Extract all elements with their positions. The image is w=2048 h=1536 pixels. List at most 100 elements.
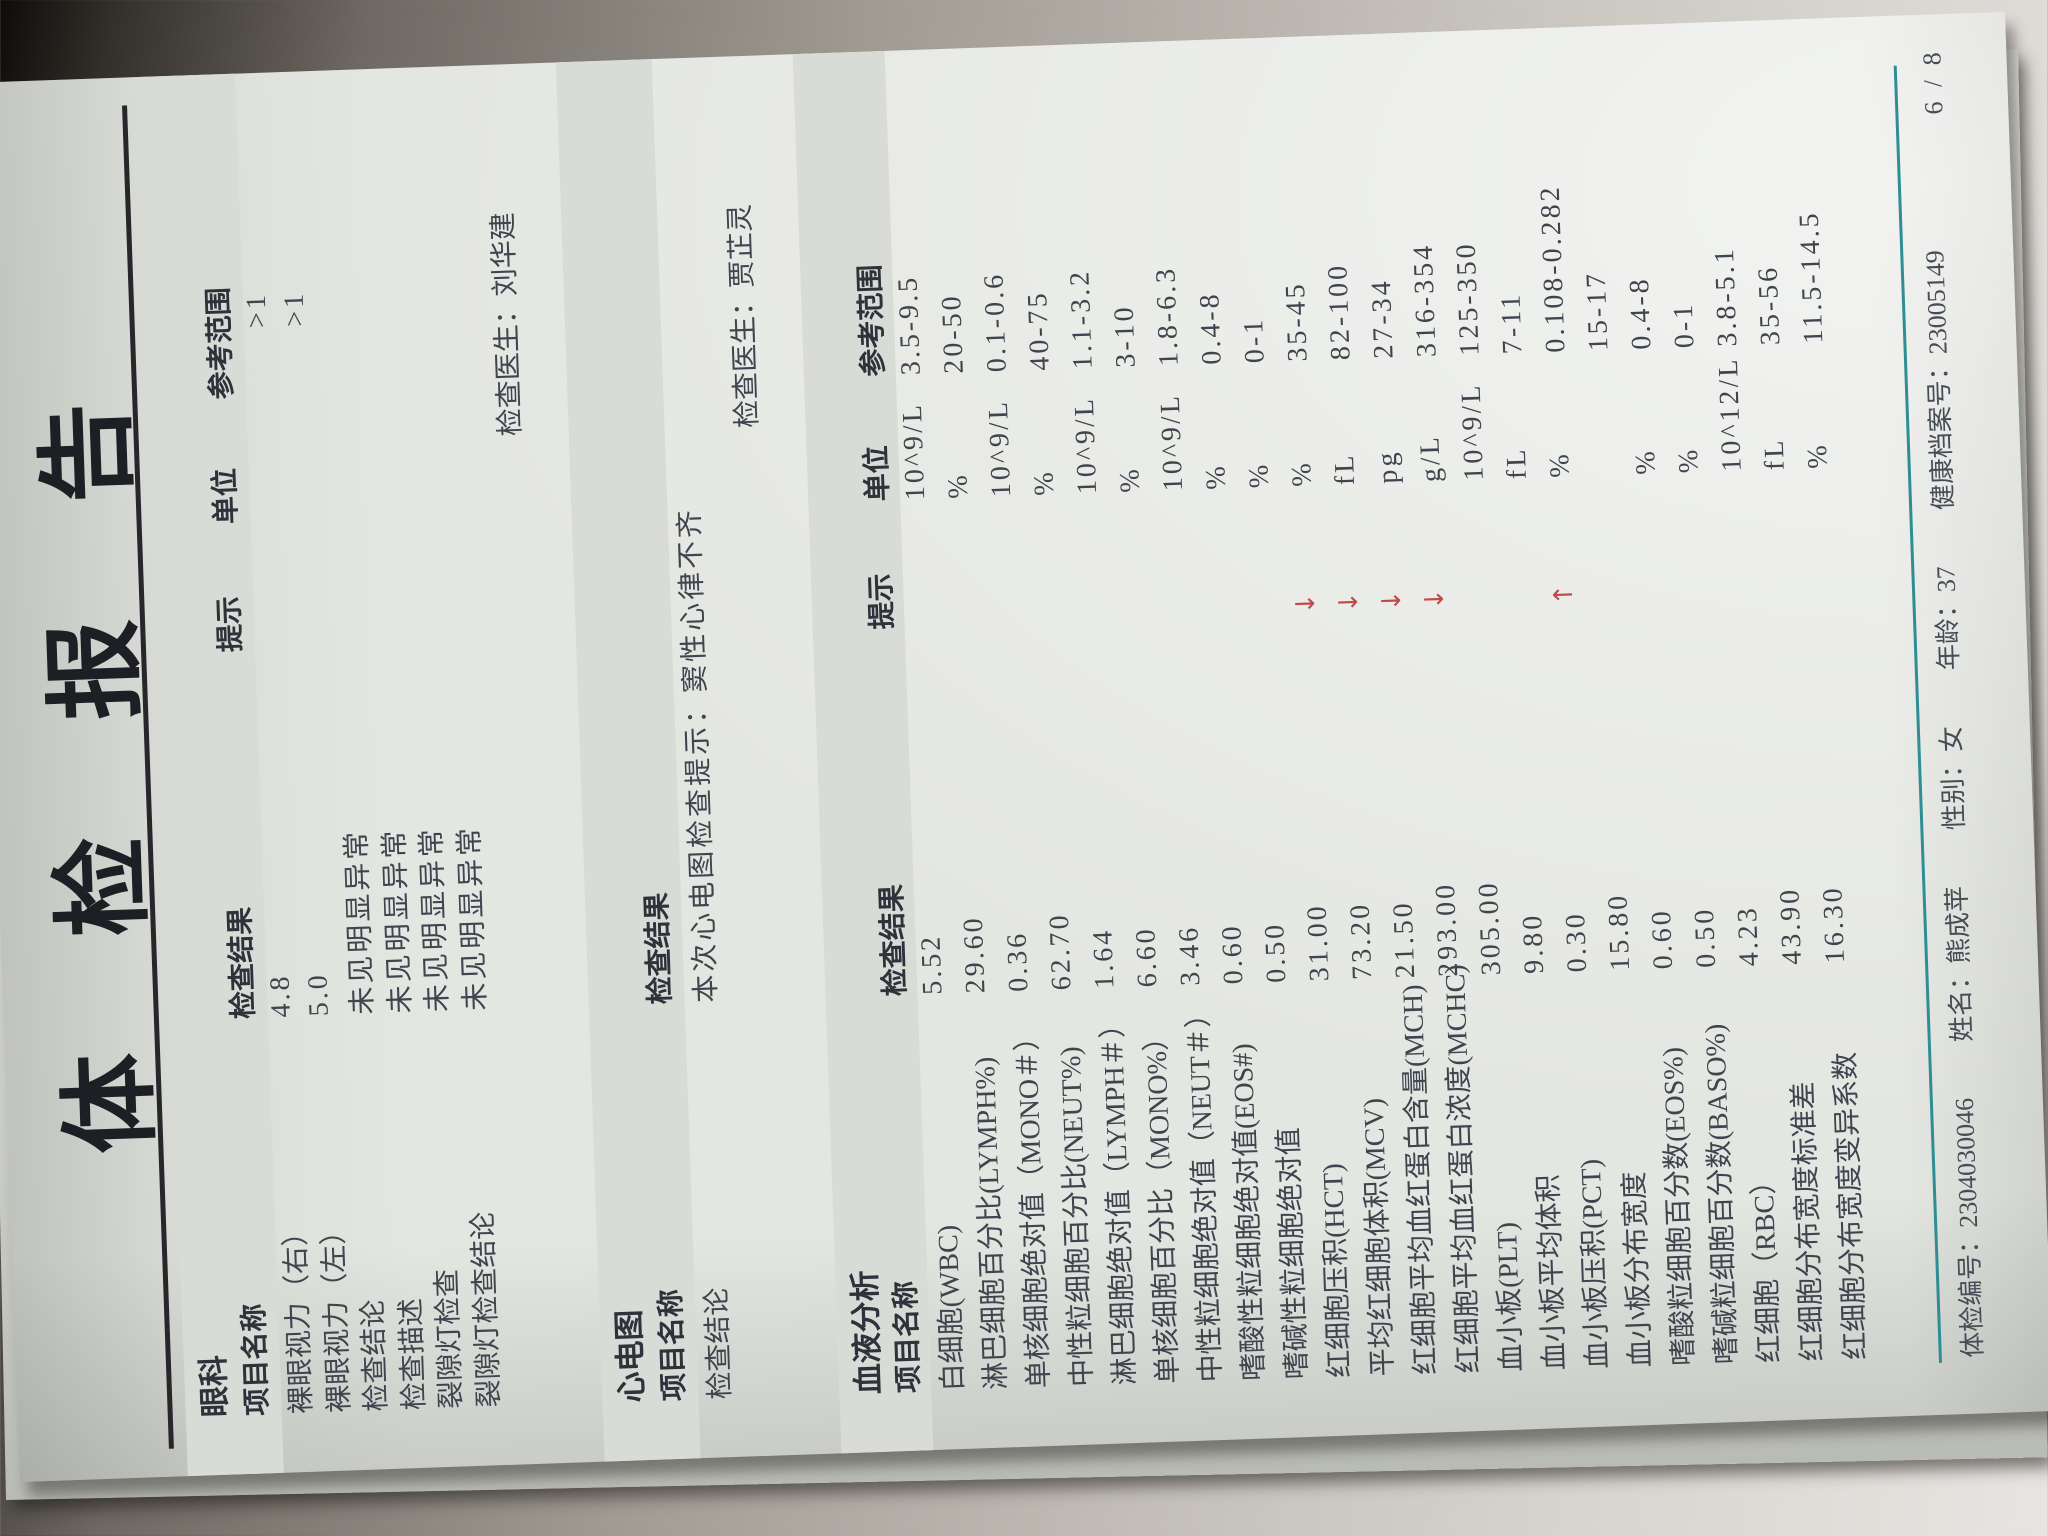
cell-unit: 10^12/L — [1712, 356, 1748, 473]
cell-range: 3-10 — [1108, 303, 1142, 369]
cell-result: 31.00 — [1301, 902, 1336, 982]
cell-result: 0.50 — [1688, 906, 1723, 969]
cell-unit: pg — [1371, 449, 1404, 485]
cell-hint: ↓ — [1419, 587, 1451, 611]
cell-range: 40-75 — [1022, 289, 1056, 372]
cell-name: 血小板平均体积 — [1533, 1173, 1572, 1371]
cell-result: 5.52 — [915, 933, 949, 996]
col-header-range: 参考范围 — [203, 286, 239, 400]
cell-name: 平均红细胞体积(MCV) — [1358, 1097, 1400, 1377]
cell-unit: % — [1672, 446, 1705, 474]
blood-table-rows: 白细胞(WBC) 5.52 10^9/L 3.5-9.5 淋巴细胞百分比(LYMPH%)… — [885, 18, 1879, 1450]
cell-name: 白细胞(WBC) — [932, 1224, 970, 1392]
cell-range: 316-354 — [1407, 242, 1443, 358]
section-title: 眼科 — [195, 1354, 233, 1418]
cell-range: 82-100 — [1322, 262, 1357, 361]
col-header-hint: 提示 — [214, 595, 248, 653]
cell-result: 3.46 — [1173, 924, 1207, 987]
cell-result: 62.70 — [1043, 911, 1078, 991]
cell-unit: 10^9/L — [1154, 392, 1190, 492]
cell-name: 检查结论 — [701, 1286, 737, 1401]
cell-unit: % — [1543, 450, 1576, 479]
cell-range: >1 — [240, 291, 273, 329]
cell-range: 27-34 — [1365, 277, 1400, 360]
cell-unit: % — [1028, 468, 1061, 497]
col-header-result: 检查结果 — [876, 883, 912, 997]
footer-sex: 性别：女 — [1936, 725, 1970, 831]
section-title: 血液分析 — [847, 1269, 887, 1395]
col-header-range: 参考范围 — [855, 264, 890, 378]
cell-result: 6.60 — [1130, 925, 1164, 988]
cell-range: 1.1-3.2 — [1064, 268, 1099, 370]
cell-range: 35-45 — [1279, 280, 1314, 363]
cell-result: 未见明显异常 — [453, 824, 492, 1012]
cell-range: 3.8-5.1 — [1708, 245, 1744, 348]
cell-range: 0.4-8 — [1194, 290, 1228, 366]
cell-hint: ↑ — [1548, 583, 1580, 607]
cell-unit: 10^9/L — [1455, 382, 1490, 482]
cell-hint: ↓ — [1333, 590, 1365, 614]
cell-range: 20-50 — [936, 292, 970, 375]
footer-age: 年龄：37 — [1931, 565, 1964, 671]
cell-result: 0.50 — [1259, 921, 1293, 984]
doctor-name: 刘华建 — [487, 211, 522, 297]
cell-unit: fL — [1328, 452, 1362, 486]
cell-name: 红细胞（RBC） — [1748, 1166, 1786, 1364]
doctor-label: 检查医生： — [490, 295, 527, 437]
cell-unit: 10^9/L — [982, 398, 1018, 498]
footer: 体检编号：2304030046 姓名：熊成苹 性别：女 年龄：37 健康档案号：… — [1907, 48, 1990, 1358]
cell-range: 0.4-8 — [1623, 275, 1658, 351]
cell-name: 血小板压积(PCT) — [1575, 1158, 1615, 1370]
cell-name: 嗜碱性粒细胞绝对值 — [1273, 1126, 1314, 1380]
col-header-name: 项目名称 — [655, 1288, 691, 1402]
cell-result: 21.50 — [1387, 899, 1422, 979]
col-header-result: 检查结果 — [225, 906, 260, 1020]
cell-hint: ↓ — [1376, 589, 1408, 613]
cell-unit: fL — [1758, 437, 1791, 471]
cell-range: 0-1 — [1667, 301, 1701, 349]
col-header-result: 检查结果 — [641, 891, 677, 1005]
cell-range: 3.5-9.5 — [892, 274, 927, 376]
cell-name: 裂隙灯检查结论 — [467, 1211, 506, 1409]
doctor-line-ecg: 检查医生：贾芷灵 — [718, 203, 766, 429]
section-title: 心电图 — [611, 1309, 650, 1404]
cell-unit: % — [1243, 461, 1276, 489]
doctor-label: 检查医生： — [727, 287, 764, 429]
cell-result: 1.64 — [1087, 927, 1121, 990]
cell-name: 血小板(PLT) — [1491, 1221, 1529, 1373]
cell-result: 29.60 — [957, 914, 992, 994]
cell-result: 293.00 — [1429, 881, 1465, 978]
cell-result: 0.60 — [1645, 907, 1680, 970]
col-header-name: 项目名称 — [890, 1280, 926, 1394]
cell-name: 血小板分布宽度 — [1619, 1170, 1657, 1368]
report-sheet: 体 检 报 告 眼科 项目名称 检查结果 提示 单位 参考范围 裸眼视力（右） 4… — [0, 11, 2048, 1482]
cell-unit: fL — [1500, 446, 1533, 480]
cell-unit: % — [1200, 462, 1233, 491]
cell-unit: g/L — [1414, 433, 1447, 483]
cell-unit: 10^9/L — [1068, 395, 1104, 495]
cell-name: 红细胞压积(HCT) — [1317, 1162, 1357, 1379]
cell-unit: 10^9/L — [896, 401, 932, 501]
cell-result: 0.36 — [1001, 930, 1035, 993]
cell-unit: % — [1801, 441, 1834, 470]
cell-unit: % — [1629, 447, 1662, 476]
cell-result: 43.90 — [1774, 886, 1809, 966]
cell-hint: ↓ — [1290, 592, 1322, 616]
cell-result: 73.20 — [1344, 901, 1379, 981]
cell-range: 125-350 — [1450, 240, 1486, 357]
cell-range: 0.108-0.282 — [1534, 183, 1572, 354]
cell-result: 5.0 — [301, 971, 335, 1017]
cell-result: 15.80 — [1602, 892, 1637, 972]
cell-range: 0.1-0.6 — [978, 271, 1013, 373]
cell-range: >1 — [278, 290, 311, 328]
cell-result: 0.60 — [1216, 922, 1250, 985]
doctor-name: 贾芷灵 — [724, 203, 759, 289]
cell-result: 305.00 — [1472, 879, 1508, 976]
cell-unit: % — [942, 471, 975, 500]
cell-range: 7-11 — [1495, 291, 1529, 355]
cell-unit: % — [1286, 459, 1319, 488]
cell-range: 11.5-14.5 — [1793, 209, 1830, 345]
doctor-line-eye: 检查医生：刘华建 — [481, 212, 529, 437]
col-header-hint: 提示 — [865, 572, 899, 630]
footer-name: 姓名：熊成苹 — [1942, 885, 1977, 1043]
